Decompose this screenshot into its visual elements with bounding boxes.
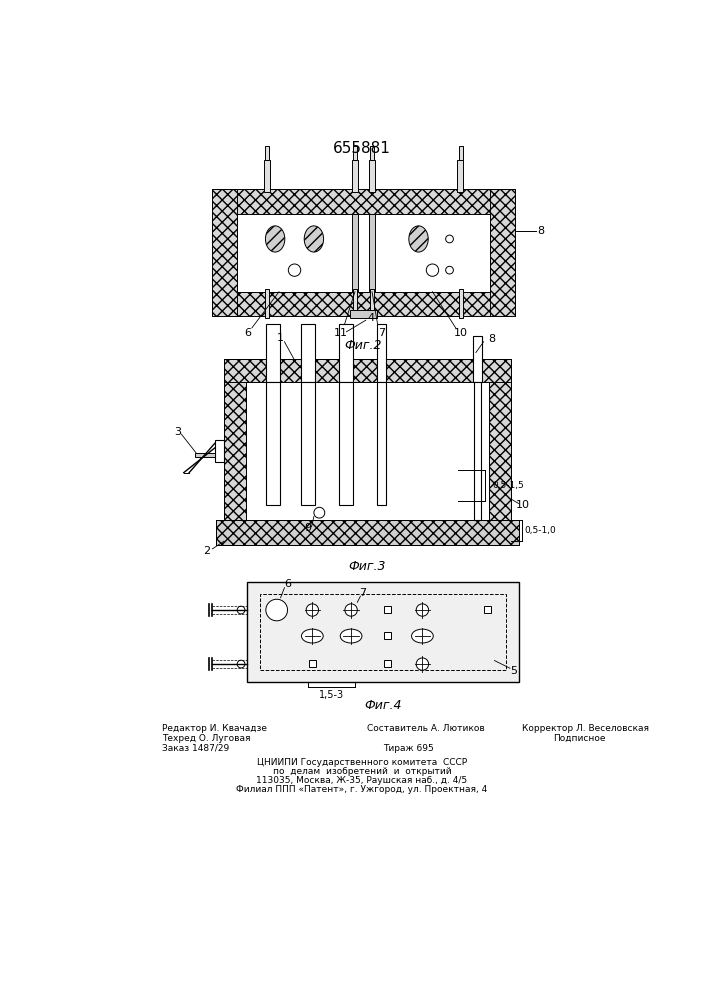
Bar xyxy=(457,160,464,192)
Bar xyxy=(473,336,482,382)
Bar xyxy=(212,189,237,316)
Text: Составитель А. Лютиков: Составитель А. Лютиков xyxy=(368,724,485,733)
Circle shape xyxy=(237,606,245,614)
Text: Корректор Л. Веселовская: Корректор Л. Веселовская xyxy=(522,724,649,733)
Circle shape xyxy=(426,264,438,276)
Text: Филиал ППП «Патент», г. Ужгород, ул. Проектная, 4: Филиал ППП «Патент», г. Ужгород, ул. Про… xyxy=(236,785,488,794)
Bar xyxy=(212,292,515,316)
Bar xyxy=(385,606,392,613)
Bar xyxy=(265,289,269,318)
Text: 1: 1 xyxy=(277,333,284,343)
Bar xyxy=(459,146,462,160)
Circle shape xyxy=(445,266,453,274)
Bar xyxy=(339,324,354,382)
Text: 113035, Москва, Ж-35, Раушская наб., д. 4/5: 113035, Москва, Ж-35, Раушская наб., д. … xyxy=(257,776,467,785)
Circle shape xyxy=(288,264,300,276)
Text: 6: 6 xyxy=(245,328,252,338)
Text: по  делам  изобретений  и  открытий: по делам изобретений и открытий xyxy=(273,767,451,776)
Text: 3: 3 xyxy=(174,427,181,437)
Bar xyxy=(224,359,246,520)
Bar xyxy=(489,359,510,520)
Bar xyxy=(484,606,491,613)
Circle shape xyxy=(445,235,453,243)
Bar xyxy=(264,160,270,192)
Bar xyxy=(385,632,392,639)
Text: Фиг.4: Фиг.4 xyxy=(364,699,402,712)
Ellipse shape xyxy=(411,629,433,643)
Text: 9: 9 xyxy=(304,523,311,533)
Bar xyxy=(215,440,224,462)
Bar xyxy=(370,289,374,318)
Circle shape xyxy=(416,604,428,616)
Ellipse shape xyxy=(340,629,362,643)
Text: 7: 7 xyxy=(378,328,385,338)
Bar xyxy=(216,520,518,545)
Bar xyxy=(265,146,269,160)
Bar xyxy=(339,382,354,505)
Circle shape xyxy=(237,660,245,668)
Ellipse shape xyxy=(301,629,323,643)
Bar xyxy=(237,214,490,292)
Bar xyxy=(309,660,316,667)
Text: 6: 6 xyxy=(284,579,291,589)
Circle shape xyxy=(306,604,319,616)
Text: 8: 8 xyxy=(537,226,544,236)
Text: 2: 2 xyxy=(204,546,211,556)
Bar xyxy=(266,324,280,382)
Bar xyxy=(194,453,215,457)
Bar xyxy=(212,189,515,214)
Bar xyxy=(247,582,518,682)
Bar xyxy=(377,324,386,382)
Text: 10: 10 xyxy=(515,500,530,510)
Bar xyxy=(300,324,315,382)
Text: 5: 5 xyxy=(510,666,518,676)
Text: 0,5-1,5: 0,5-1,5 xyxy=(493,481,525,490)
Text: Тираж 695: Тираж 695 xyxy=(383,744,433,753)
Bar xyxy=(369,214,375,292)
Text: 8: 8 xyxy=(488,334,495,344)
Text: 1,5-3: 1,5-3 xyxy=(319,690,344,700)
Circle shape xyxy=(266,599,288,621)
Bar xyxy=(490,189,515,316)
Bar xyxy=(459,289,462,318)
Text: ЦНИИПИ Государственного комитета  СССР: ЦНИИПИ Государственного комитета СССР xyxy=(257,758,467,767)
Bar xyxy=(370,146,374,160)
Bar xyxy=(474,382,481,520)
Ellipse shape xyxy=(304,226,324,252)
Text: 0,5-1,0: 0,5-1,0 xyxy=(525,526,556,535)
Circle shape xyxy=(314,507,325,518)
Text: 10: 10 xyxy=(453,328,467,338)
Bar xyxy=(349,310,378,318)
Circle shape xyxy=(345,604,357,616)
Bar xyxy=(300,382,315,505)
Bar xyxy=(259,594,506,670)
Bar xyxy=(385,660,392,667)
Bar xyxy=(354,289,357,318)
Ellipse shape xyxy=(265,226,285,252)
Bar xyxy=(266,382,280,505)
Text: Подписное: Подписное xyxy=(554,734,606,743)
Text: Фиг.3: Фиг.3 xyxy=(349,560,386,573)
Text: Редактор И. Квачадзе: Редактор И. Квачадзе xyxy=(162,724,267,733)
Bar xyxy=(377,382,386,505)
Bar xyxy=(246,382,489,520)
Text: Техред О. Луговая: Техред О. Луговая xyxy=(162,734,250,743)
Bar xyxy=(352,160,358,192)
Text: 655881: 655881 xyxy=(333,141,391,156)
Text: 7: 7 xyxy=(359,588,366,598)
Text: Фиг.2: Фиг.2 xyxy=(345,339,382,352)
Text: 4: 4 xyxy=(368,313,375,323)
Text: 11: 11 xyxy=(334,328,348,338)
Text: Заказ 1487/29: Заказ 1487/29 xyxy=(162,744,229,753)
Circle shape xyxy=(416,658,428,670)
Bar xyxy=(369,160,375,192)
Bar xyxy=(354,146,357,160)
Bar xyxy=(224,359,510,382)
Bar xyxy=(352,214,358,292)
Ellipse shape xyxy=(409,226,428,252)
